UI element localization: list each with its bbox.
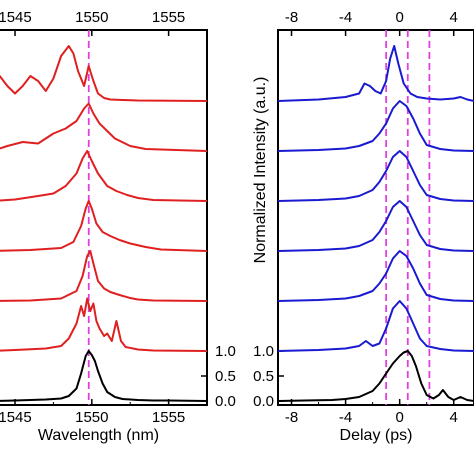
right-series-2 [278, 250, 474, 302]
right-x-tick-label-bottom: 0 [395, 409, 403, 426]
left-x-tick-label-top: 1550 [75, 9, 108, 26]
right-x-axis-label: Delay (ps) [340, 427, 413, 444]
left-x-tick-label-bottom: 1550 [75, 409, 108, 426]
left-y-tick-label: 1.0 [215, 343, 236, 360]
left-series-6 [0, 45, 207, 102]
right-x-tick-label-bottom: -4 [339, 409, 352, 426]
left-y-tick-label: 0.5 [215, 368, 236, 385]
right-plot-frame [277, 29, 474, 406]
left-x-tick-label-top: 1545 [0, 9, 32, 26]
right-series-1 [278, 300, 474, 352]
left-series-3 [0, 200, 207, 252]
right-y-axis-label: Normalized Intensity (a.u.) [252, 77, 269, 264]
left-series-0 [0, 350, 207, 402]
right-x-tick-label-top: -8 [285, 9, 298, 26]
left-x-tick-label-top: 1555 [152, 9, 185, 26]
left-panel-spectrum: 1545 1545 1550 1550 1555 1555 1.0 0.5 0.0 Wavelen… [0, 9, 236, 444]
right-x-tick-label-top: -4 [339, 9, 352, 26]
right-series-6 [278, 45, 474, 102]
left-x-axis-label: Wavelength (nm) [38, 427, 159, 444]
left-x-tick-label-bottom: 1555 [152, 409, 185, 426]
right-y-tick-label: 0.0 [253, 393, 274, 410]
left-x-tick-label-bottom: 1545 [0, 409, 32, 426]
right-y-tick-label: 1.0 [253, 343, 274, 360]
left-series-1 [0, 297, 207, 352]
left-series-5 [0, 102, 207, 152]
right-series-4 [278, 150, 474, 202]
right-series-5 [278, 100, 474, 152]
right-x-tick-label-top: 0 [395, 9, 403, 26]
right-x-tick-label-bottom: 4 [450, 409, 458, 426]
right-x-tick-label-top: 4 [450, 9, 458, 26]
left-y-tick-label: 0.0 [215, 393, 236, 410]
right-panel-autocorrelation: -8 -8 -4 -4 0 0 4 4 1.0 0.5 0.0 Delay (ps) Normalize… [252, 9, 474, 444]
left-series-2 [0, 250, 207, 302]
right-series-3 [278, 200, 474, 252]
left-plot-frame [0, 29, 208, 406]
left-series-4 [0, 150, 207, 202]
right-x-tick-label-bottom: -8 [285, 409, 298, 426]
right-series-0 [278, 350, 474, 402]
right-y-tick-label: 0.5 [253, 368, 274, 385]
